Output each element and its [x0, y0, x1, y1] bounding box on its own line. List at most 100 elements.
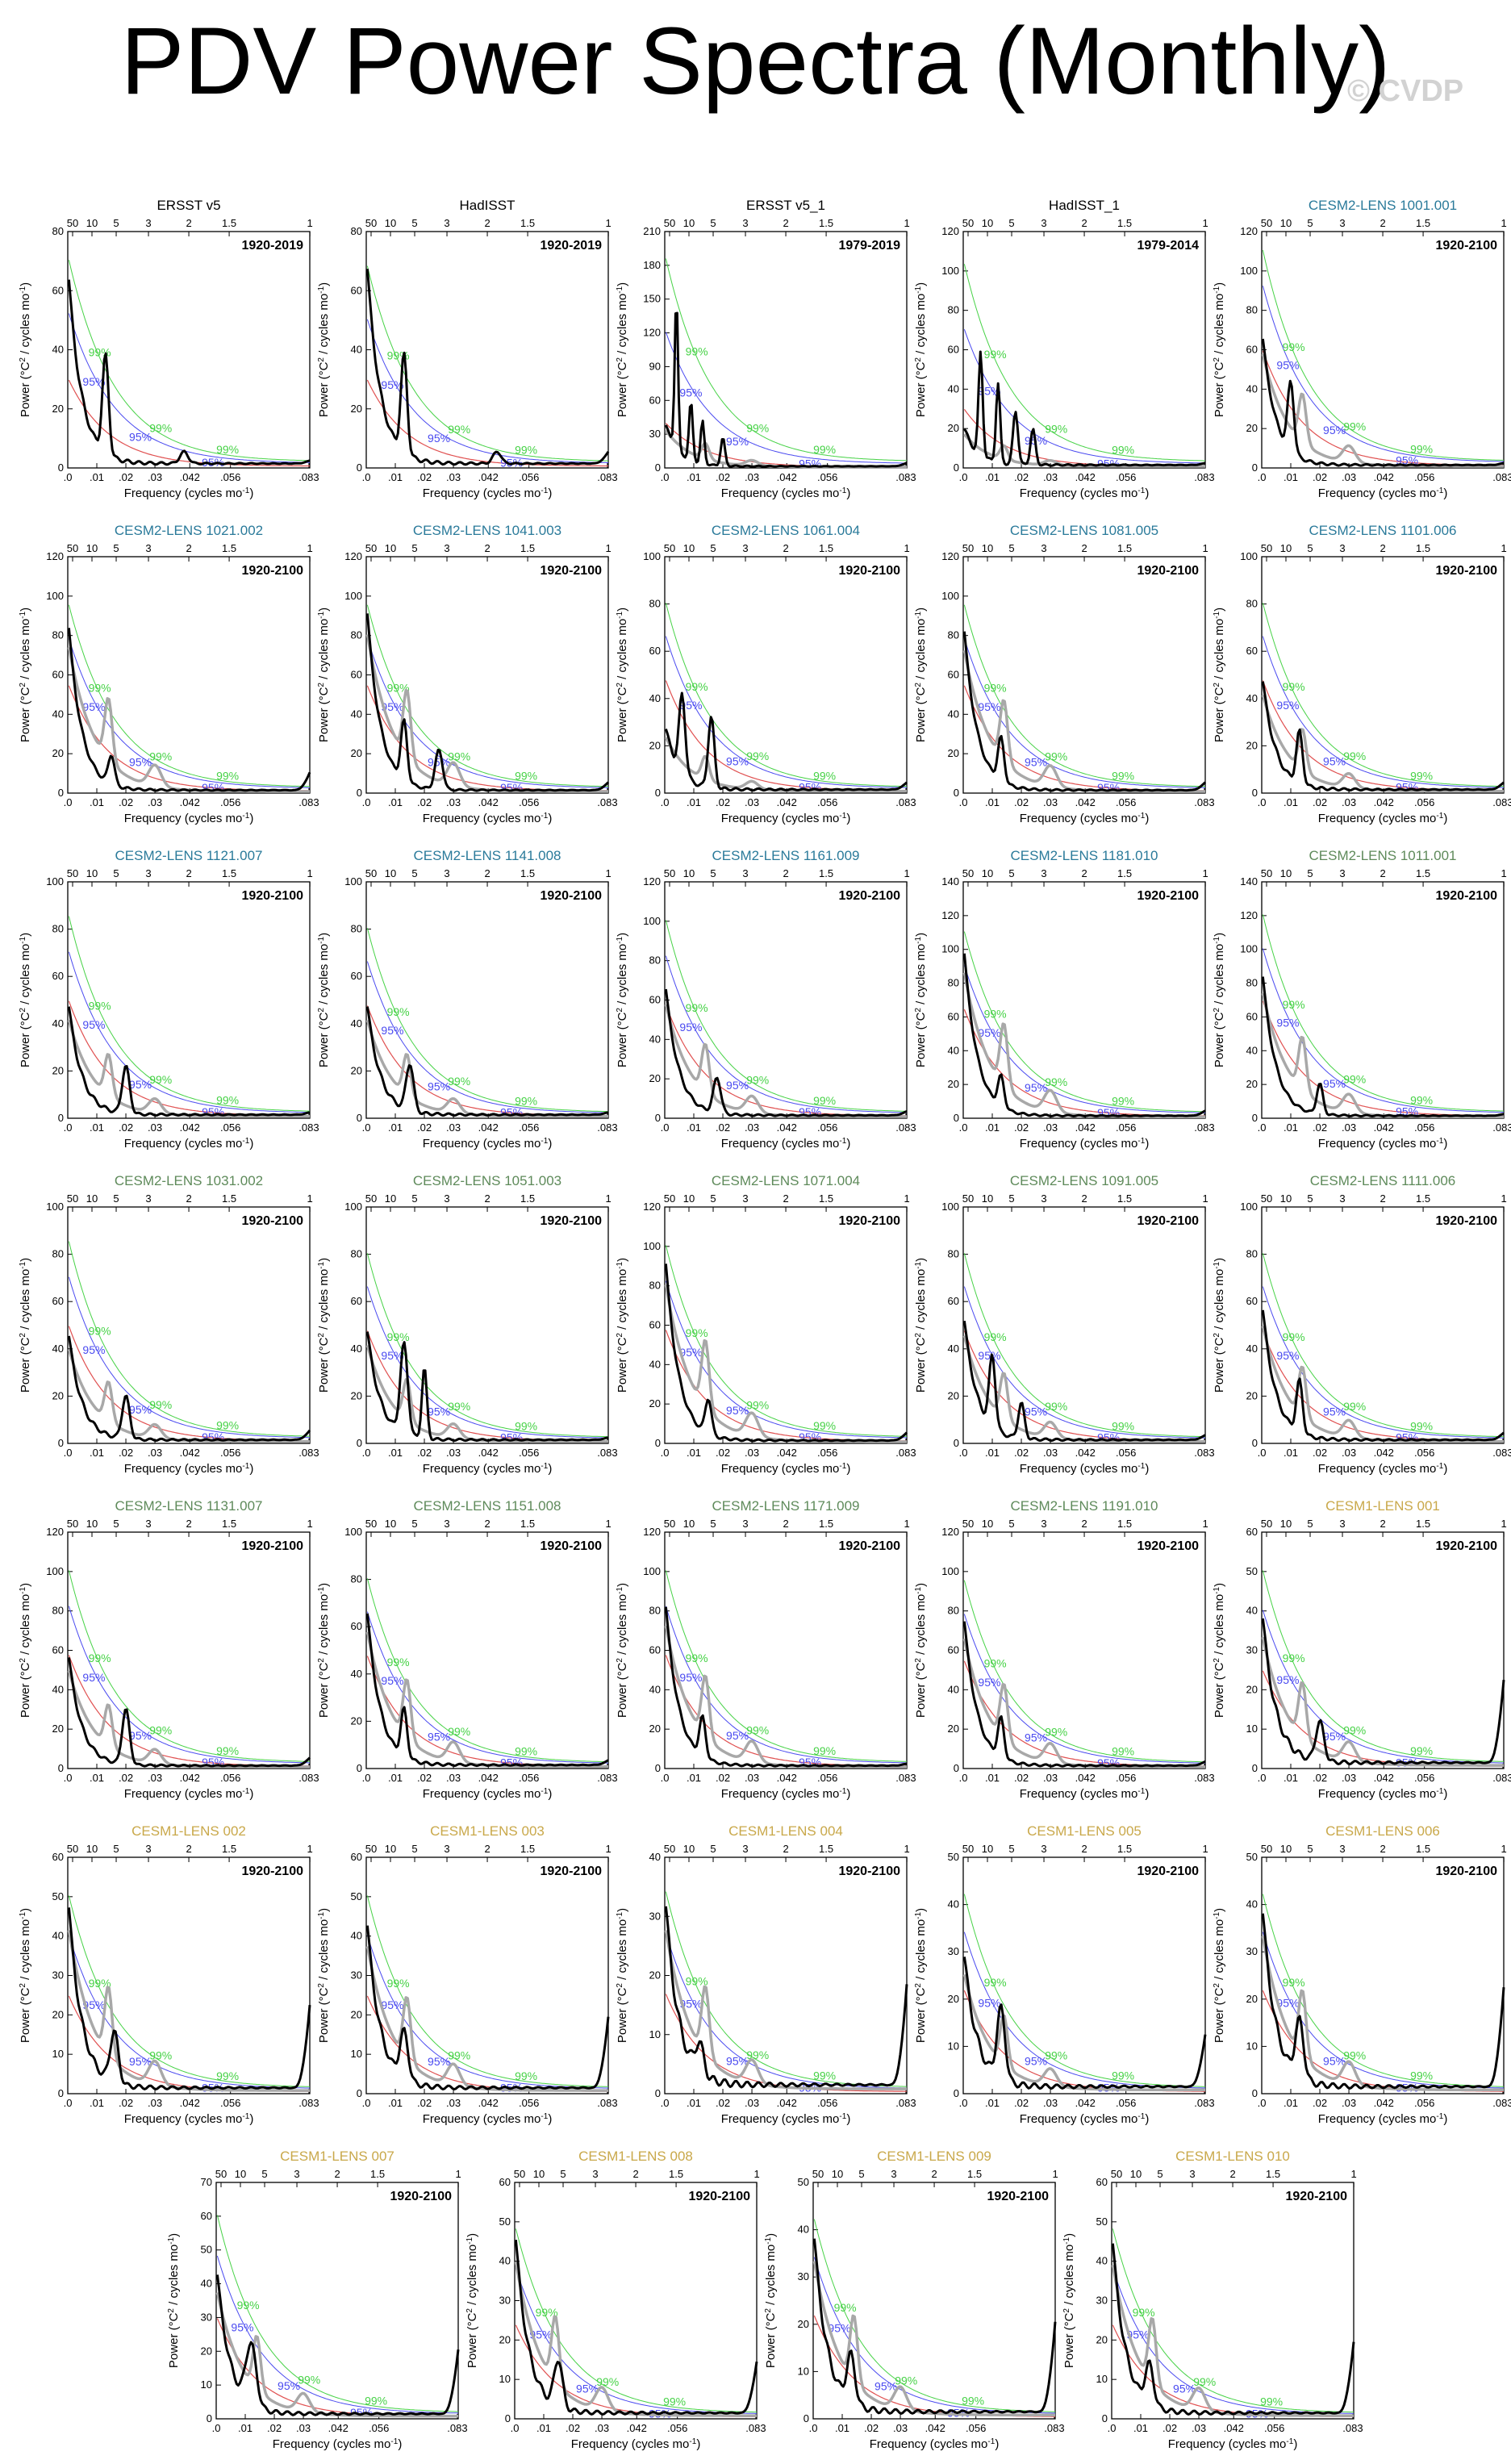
sig95-label: 95% [679, 386, 702, 399]
x-tick-label: .083 [1342, 2422, 1363, 2434]
x-axis-label: Frequency (cycles mo-1) [124, 1787, 254, 1802]
top-tick-label: 3 [1339, 1518, 1345, 1530]
y-axis-label: Power (°C2 / cycles mo-1) [317, 1583, 332, 1718]
x-axis-label: Frequency (cycles mo-1) [1020, 1462, 1150, 1476]
y-tick-label: 80 [948, 1248, 959, 1260]
y-tick-label: 40 [649, 692, 661, 704]
sig95-label: 95% [1025, 1731, 1047, 1744]
top-tick-label: 10 [385, 217, 396, 229]
x-tick-label: .01 [388, 1447, 403, 1459]
top-tick-label: 10 [385, 1518, 396, 1530]
top-tick-label: 1.5 [1416, 542, 1430, 554]
top-tick-label: 2 [186, 1518, 191, 1530]
y-tick-label: 40 [649, 1851, 661, 1863]
sig95-label: 95% [428, 1405, 450, 1418]
sig95-label: 95% [1025, 755, 1047, 768]
sig99-curve [1262, 1253, 1505, 1438]
x-tick-label: .03 [1342, 1447, 1356, 1459]
period-label: 1920-2100 [1435, 1865, 1497, 1878]
top-tick-label: 1.5 [520, 1843, 535, 1855]
sig95-label: 95% [1025, 1081, 1047, 1094]
y-tick-label: 0 [1252, 2087, 1258, 2099]
top-tick-label: 5 [113, 1843, 119, 1855]
top-tick-label: 5 [113, 867, 119, 879]
x-tick-label: .042 [180, 471, 200, 483]
sig99-label: 99% [448, 1400, 470, 1413]
x-tick-label: .0 [661, 2097, 670, 2109]
y-tick-label: 10 [351, 2048, 362, 2060]
sig99-label: 99% [813, 1094, 836, 1107]
y-tick-label: 40 [649, 1683, 661, 1695]
top-tick-label: 1 [1501, 1192, 1507, 1205]
spectrum-line [365, 1331, 609, 1443]
sig99-label: 99% [1343, 420, 1366, 433]
spectrum-panel: CESM2-LENS 1161.009 1920-2100 .0 .01 .02 .03.… [616, 848, 916, 1151]
spectrum-panel: CESM1-LENS 008 1920-2100 .0 .01 .02 .03 .042 .0… [465, 2149, 766, 2451]
x-tick-label: .056 [1116, 471, 1136, 483]
y-tick-label: 40 [351, 1017, 362, 1029]
sig99-label: 99% [149, 1724, 172, 1737]
y-tick-label: 0 [357, 1762, 362, 1774]
y-tick-label: 30 [649, 428, 661, 440]
panel-title: CESM2-LENS 1081.005 [1010, 523, 1158, 538]
x-tick-label: .083 [1194, 1447, 1214, 1459]
plot-frame [664, 881, 908, 1119]
x-tick-label: .0 [959, 796, 968, 808]
y-tick-label: 20 [649, 1072, 661, 1084]
y-tick-label: 120 [643, 1201, 661, 1213]
top-tick-label: 1.5 [520, 1192, 535, 1205]
sig99-label: 99% [1283, 998, 1305, 1011]
y-axis-label: Power (°C2 / cycles mo-1) [764, 2233, 778, 2368]
y-tick-label: 60 [351, 284, 362, 296]
x-axis-label: Frequency (cycles mo-1) [1020, 487, 1150, 501]
x-tick-label: .02 [417, 1447, 432, 1459]
y-tick-label: 40 [1246, 692, 1258, 704]
x-tick-label: .0 [212, 2422, 221, 2434]
sig95-curve [963, 1614, 1205, 1764]
sig99-label: 99% [515, 770, 537, 783]
x-tick-label: .042 [777, 2097, 797, 2109]
top-tick-label: 50 [365, 542, 377, 554]
y-tick-label: 60 [1246, 344, 1258, 356]
top-tick-label: 2 [1081, 1518, 1087, 1530]
y-tick-label: 0 [58, 1762, 64, 1774]
x-tick-label: .03 [148, 471, 162, 483]
period-label: 1920-2100 [1137, 1214, 1199, 1228]
x-tick-label: .042 [478, 471, 499, 483]
x-tick-label: .042 [478, 2097, 499, 2109]
top-tick-label: 3 [891, 2168, 896, 2180]
sig99-label: 99% [1283, 680, 1305, 693]
sig99-label: 99% [1045, 1400, 1067, 1413]
y-tick-label: 40 [52, 1930, 64, 1942]
top-tick-label: 50 [67, 542, 78, 554]
top-tick-label: 1 [1501, 1518, 1507, 1530]
y-tick-label: 80 [649, 598, 661, 610]
y-axis-label: Power (°C2 / cycles mo-1) [914, 933, 929, 1067]
sig99-label: 99% [515, 1419, 537, 1432]
x-axis-label: Frequency (cycles mo-1) [1020, 1787, 1150, 1802]
y-axis-label: Power (°C2 / cycles mo-1) [914, 1908, 929, 2043]
panel-title: HadISST_1 [1049, 198, 1120, 213]
y-tick-label: 80 [948, 1605, 959, 1617]
sig99-label: 99% [448, 423, 470, 436]
y-axis-label: Power (°C2 / cycles mo-1) [616, 1583, 630, 1718]
sig95-label: 95% [1276, 1996, 1299, 2009]
x-tick-label: .056 [519, 2097, 539, 2109]
x-tick-label: .01 [985, 2097, 1000, 2109]
y-tick-label: 20 [52, 747, 64, 759]
top-tick-label: 10 [385, 1843, 396, 1855]
panel-title: CESM2-LENS 1191.010 [1010, 1498, 1158, 1514]
y-tick-label: 40 [201, 2278, 212, 2290]
x-tick-label: .042 [180, 1121, 200, 1134]
period-label: 1920-2100 [540, 1539, 602, 1553]
y-tick-label: 0 [357, 1112, 362, 1124]
panel-title: ERSST v5 [157, 198, 220, 213]
sig95-label: 95% [381, 700, 403, 713]
y-tick-label: 80 [52, 225, 64, 237]
sig99-label: 99% [663, 2395, 686, 2408]
sig95-label: 95% [1025, 2054, 1047, 2067]
top-tick-label: 5 [113, 1192, 119, 1205]
y-tick-label: 40 [1246, 1343, 1258, 1355]
sig99-label: 99% [1045, 1075, 1067, 1088]
x-tick-label: .056 [519, 1772, 539, 1784]
